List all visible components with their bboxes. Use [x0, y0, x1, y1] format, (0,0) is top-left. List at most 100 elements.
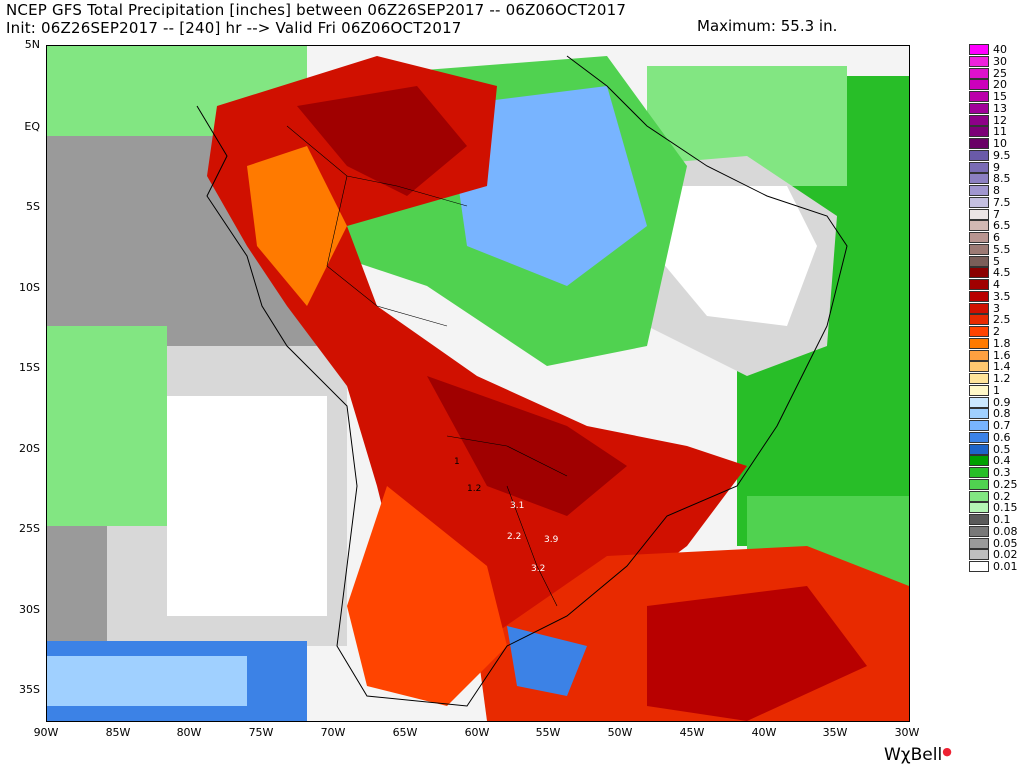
legend-swatch	[969, 68, 989, 79]
lon-label-75w: 75W	[248, 726, 274, 739]
lon-label-40w: 40W	[751, 726, 777, 739]
legend-label: 12	[993, 114, 1007, 127]
annotation-3-2: 3.2	[531, 564, 545, 574]
legend-label: 6	[993, 231, 1000, 244]
legend-label: 1.6	[993, 349, 1011, 362]
legend-swatch	[969, 115, 989, 126]
legend-swatch	[969, 444, 989, 455]
legend-label: 5.5	[993, 243, 1011, 256]
legend-swatch	[969, 397, 989, 408]
legend-swatch	[969, 350, 989, 361]
legend-label: 5	[993, 255, 1000, 268]
legend-swatch	[969, 209, 989, 220]
legend-label: 0.05	[993, 537, 1018, 550]
legend-swatch	[969, 303, 989, 314]
wxbell-logo: WχBell●	[884, 745, 952, 765]
coastline	[196, 55, 848, 707]
legend-label: 0.2	[993, 490, 1011, 503]
legend-label: 4	[993, 278, 1000, 291]
la-plata-rain	[347, 486, 507, 706]
legend-label: 9	[993, 161, 1000, 174]
legend-swatch	[969, 291, 989, 302]
legend-label: 0.08	[993, 525, 1018, 538]
legend-swatch	[969, 138, 989, 149]
legend-swatch	[969, 561, 989, 572]
annotation-2-2: 2.2	[507, 532, 521, 542]
legend-swatch	[969, 56, 989, 67]
lon-label-55w: 55W	[535, 726, 561, 739]
legend-swatch	[969, 491, 989, 502]
legend-swatch	[969, 314, 989, 325]
lat-label-35s: 35S	[19, 683, 40, 696]
heavy-rain-core-2	[427, 376, 627, 516]
legend-label: 11	[993, 125, 1007, 138]
legend-label: 40	[993, 43, 1007, 56]
legend-swatch	[969, 514, 989, 525]
legend-label: 1.8	[993, 337, 1011, 350]
legend-label: 20	[993, 78, 1007, 91]
precipitation-map: 1 1.2 3.1 2.2 3.9 3.2	[46, 45, 910, 722]
orange-rain-band	[247, 146, 347, 306]
legend-label: 0.1	[993, 513, 1011, 526]
lat-label-10s: 10S	[19, 281, 40, 294]
legend-swatch	[969, 326, 989, 337]
legend-swatch	[969, 91, 989, 102]
country-borders	[286, 125, 568, 607]
lon-label-70w: 70W	[320, 726, 346, 739]
lat-label-15s: 15S	[19, 361, 40, 374]
legend-swatch	[969, 502, 989, 513]
legend-swatch	[969, 126, 989, 137]
lon-label-85w: 85W	[105, 726, 131, 739]
legend-label: 0.15	[993, 501, 1018, 514]
annotation-3-9: 3.9	[544, 535, 559, 545]
legend-label: 3	[993, 302, 1000, 315]
legend-swatch	[969, 432, 989, 443]
legend-label: 1	[993, 384, 1000, 397]
legend-label: 2.5	[993, 313, 1011, 326]
legend-swatch	[969, 361, 989, 372]
legend-swatch	[969, 185, 989, 196]
lat-label-5n: 5N	[24, 38, 40, 51]
legend-swatch	[969, 244, 989, 255]
legend-label: 0.6	[993, 431, 1011, 444]
legend-label: 0.5	[993, 443, 1011, 456]
lon-label-30w: 30W	[894, 726, 920, 739]
legend-swatch	[969, 44, 989, 55]
legend-swatch	[969, 526, 989, 537]
lon-label-65w: 65W	[392, 726, 418, 739]
lat-label-5s: 5S	[26, 200, 40, 213]
ne-brazil-white-zone	[657, 186, 817, 326]
legend-swatch	[969, 538, 989, 549]
legend-label: 1.4	[993, 360, 1011, 373]
legend-label: 0.02	[993, 548, 1018, 561]
legend-swatch	[969, 373, 989, 384]
legend-swatch	[969, 197, 989, 208]
legend-label: 7	[993, 208, 1000, 221]
legend-swatch	[969, 267, 989, 278]
annotation-1: 1	[454, 457, 460, 467]
south-atlantic-core	[647, 586, 867, 721]
lon-label-90w: 90W	[33, 726, 59, 739]
legend-label: 0.25	[993, 478, 1018, 491]
legend-label: 0.4	[993, 454, 1011, 467]
legend-label: 10	[993, 137, 1007, 150]
legend-swatch	[969, 467, 989, 478]
legend-swatch	[969, 408, 989, 419]
annotation-3-1: 3.1	[510, 501, 524, 511]
legend-swatch	[969, 385, 989, 396]
legend-label: 3.5	[993, 290, 1011, 303]
legend-swatch	[969, 232, 989, 243]
legend-label: 2	[993, 325, 1000, 338]
legend-swatch	[969, 549, 989, 560]
legend-swatch	[969, 162, 989, 173]
lon-label-35w: 35W	[822, 726, 848, 739]
legend-swatch	[969, 338, 989, 349]
legend-swatch	[969, 150, 989, 161]
amazon-blue-zone	[447, 86, 647, 286]
legend-swatch	[969, 79, 989, 90]
legend-label: 0.01	[993, 560, 1018, 573]
heavy-rain-core	[297, 86, 467, 196]
lon-label-60w: 60W	[464, 726, 490, 739]
logo-dot-icon: ●	[942, 745, 952, 758]
annotation-1-2: 1.2	[467, 484, 481, 494]
